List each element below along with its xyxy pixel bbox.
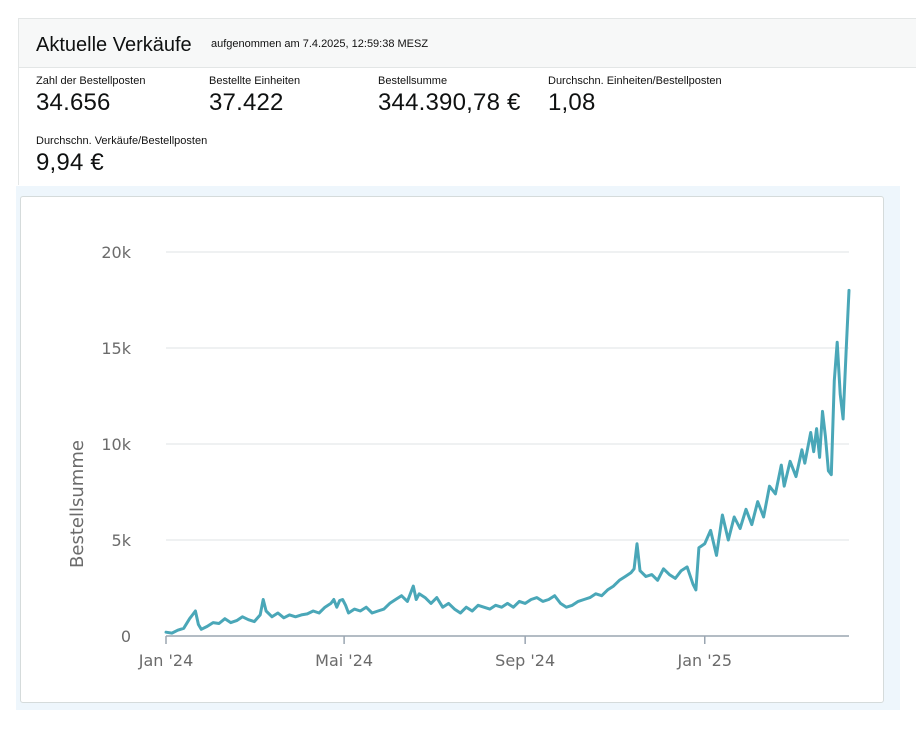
metric-order-items: Zahl der Bestellposten 34.656 (36, 75, 145, 117)
metric-value: 344.390,78 € (378, 89, 521, 116)
y-tick-label: 20k (101, 243, 131, 262)
y-tick-label: 5k (112, 531, 132, 550)
x-tick-label: Sep '24 (495, 651, 555, 670)
x-tick-label: Mai '24 (315, 651, 373, 670)
metric-order-total: Bestellsumme 344.390,78 € (378, 75, 521, 117)
metric-value: 34.656 (36, 89, 111, 116)
metric-label: Bestellte Einheiten (209, 75, 301, 87)
metric-label: Durchschn. Einheiten/Bestellposten (548, 75, 722, 87)
metric-label: Bestellsumme (378, 75, 448, 87)
y-axis-title: Bestellsumme (67, 440, 88, 568)
recent-sales-panel: Aktuelle Verkäufe aufgenommen am 7.4.202… (18, 18, 916, 185)
metric-value: 9,94 € (36, 149, 104, 176)
metric-avg-units: Durchschn. Einheiten/Bestellposten 1,08 (548, 75, 722, 117)
metric-units-ordered: Bestellte Einheiten 37.422 (209, 75, 300, 117)
y-tick-label: 0 (121, 627, 131, 646)
chart-container: 0 5k 10k 15k 20k Jan '24 Mai '24 Sep '24 Jan '25… (16, 186, 900, 710)
metric-avg-sales: Durchschn. Verkäufe/Bestellposten 9,94 € (36, 135, 207, 177)
x-tick-label: Jan '24 (138, 651, 194, 670)
y-tick-label: 10k (101, 435, 131, 454)
metric-value: 37.422 (209, 89, 284, 116)
y-tick-label: 15k (101, 339, 131, 358)
metric-value: 1,08 (548, 89, 596, 116)
panel-header: Aktuelle Verkäufe aufgenommen am 7.4.202… (19, 19, 916, 68)
sales-line-chart: 0 5k 10k 15k 20k Jan '24 Mai '24 Sep '24 Jan '25… (67, 243, 851, 670)
captured-timestamp: aufgenommen am 7.4.2025, 12:59:38 MESZ (211, 38, 429, 50)
metric-label: Durchschn. Verkäufe/Bestellposten (36, 135, 208, 147)
panel-title: Aktuelle Verkäufe (36, 34, 192, 56)
metric-label: Zahl der Bestellposten (36, 75, 146, 87)
chart-frame: 0 5k 10k 15k 20k Jan '24 Mai '24 Sep '24 Jan '25… (20, 196, 884, 703)
series-line (164, 288, 851, 635)
x-tick-label: Jan '25 (676, 651, 732, 670)
